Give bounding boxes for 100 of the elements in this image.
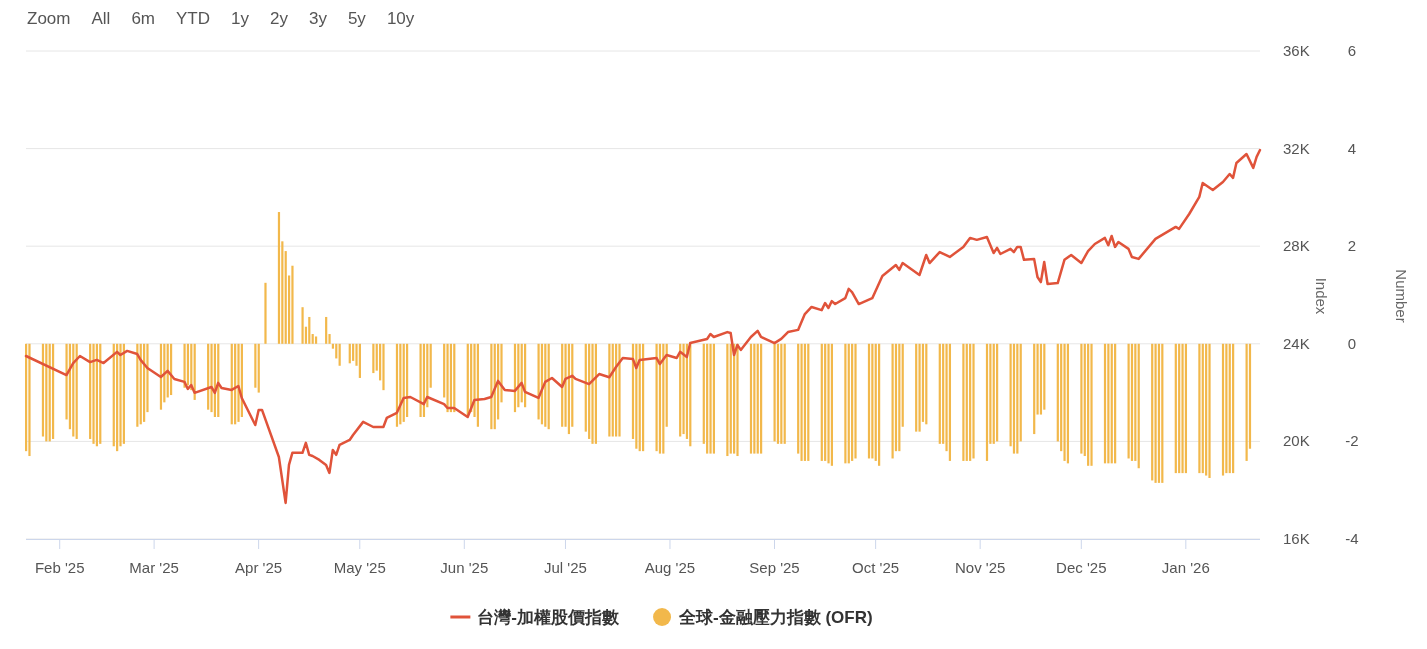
bar bbox=[729, 343, 732, 454]
bar bbox=[1228, 343, 1231, 474]
bar bbox=[1245, 343, 1248, 461]
bar bbox=[972, 343, 975, 459]
bar bbox=[311, 334, 314, 344]
bar bbox=[962, 343, 965, 461]
bar bbox=[800, 343, 803, 461]
bar bbox=[1184, 343, 1188, 474]
bar bbox=[867, 343, 871, 459]
bar bbox=[915, 343, 918, 432]
bar bbox=[1127, 343, 1130, 459]
bar bbox=[1066, 343, 1070, 464]
bar bbox=[325, 316, 328, 344]
x-tick-label: Feb '25 bbox=[34, 559, 85, 576]
bar bbox=[1181, 343, 1184, 474]
bar bbox=[1154, 343, 1157, 483]
bar bbox=[1114, 343, 1117, 464]
bar bbox=[709, 343, 712, 454]
bar bbox=[1063, 343, 1066, 461]
y-tick-label: 28K bbox=[1283, 237, 1310, 255]
bar bbox=[898, 343, 901, 452]
text: 10y bbox=[386, 9, 415, 28]
bar bbox=[1110, 343, 1113, 464]
text: Zoom bbox=[27, 9, 71, 28]
bar bbox=[1174, 343, 1177, 474]
x-tick-label: Oct '25 bbox=[852, 559, 900, 576]
bar bbox=[783, 343, 786, 444]
text: 6m bbox=[131, 9, 155, 28]
bar bbox=[1157, 343, 1161, 483]
bar bbox=[1033, 343, 1036, 435]
y-tick-label: 32K bbox=[1283, 139, 1310, 157]
y2-tick-label: 6 bbox=[1347, 42, 1357, 59]
text: All bbox=[91, 9, 111, 28]
bar bbox=[1130, 343, 1134, 461]
bar bbox=[1198, 343, 1201, 474]
x-tick-label: Sep '25 bbox=[749, 559, 800, 576]
x-tick-label: Jan '26 bbox=[1161, 559, 1210, 576]
x-tick-label: Apr '25 bbox=[235, 559, 283, 576]
bar bbox=[756, 343, 759, 454]
bar bbox=[1134, 343, 1137, 461]
bar bbox=[655, 343, 658, 452]
text: 5y bbox=[347, 9, 367, 28]
bar bbox=[844, 343, 847, 464]
bar bbox=[996, 343, 999, 442]
y2-tick-label: 2 bbox=[1347, 237, 1357, 255]
legend-label: 台灣-加權股價指數 bbox=[477, 608, 621, 627]
bar bbox=[301, 307, 304, 344]
bar bbox=[965, 343, 968, 461]
y-tick-label: 20K bbox=[1283, 432, 1310, 450]
bar bbox=[1090, 343, 1093, 466]
y-tick-label: 16K bbox=[1283, 530, 1310, 547]
bar bbox=[1016, 343, 1019, 454]
bar bbox=[753, 343, 756, 454]
bar bbox=[749, 343, 753, 454]
y-tick-label: 36K bbox=[1283, 42, 1310, 59]
bar bbox=[726, 343, 729, 457]
bar bbox=[277, 212, 281, 344]
bar bbox=[291, 265, 294, 344]
bar bbox=[969, 343, 972, 461]
bar bbox=[264, 282, 267, 344]
x-tick-label: Jul '25 bbox=[544, 559, 587, 576]
bar bbox=[1178, 343, 1181, 474]
bar bbox=[891, 343, 894, 459]
bar bbox=[1232, 343, 1235, 474]
bar bbox=[820, 343, 823, 461]
bar bbox=[254, 343, 257, 388]
bar bbox=[706, 343, 709, 454]
bar bbox=[851, 343, 854, 461]
bar bbox=[992, 343, 995, 444]
bar bbox=[1080, 343, 1083, 454]
bar bbox=[807, 343, 810, 461]
bar bbox=[1107, 343, 1110, 464]
x-tick-label: Nov '25 bbox=[954, 559, 1006, 576]
bar bbox=[985, 343, 989, 461]
bar bbox=[918, 343, 921, 432]
text: YTD bbox=[176, 9, 210, 28]
bar bbox=[827, 343, 830, 464]
bar bbox=[338, 343, 341, 366]
bar bbox=[257, 343, 260, 393]
bar bbox=[314, 336, 318, 344]
bar bbox=[1208, 343, 1211, 478]
y2-axis-title: Number bbox=[1393, 269, 1410, 323]
bar bbox=[1039, 343, 1043, 415]
bar bbox=[760, 343, 763, 454]
bar bbox=[780, 343, 783, 444]
bar bbox=[878, 343, 881, 466]
bar bbox=[948, 343, 952, 461]
legend-label: 全球-金融壓力指數 (OFR) bbox=[678, 608, 873, 627]
bar bbox=[382, 343, 385, 391]
y2-tick-label: 0 bbox=[1347, 334, 1357, 352]
bar bbox=[925, 343, 928, 425]
bar bbox=[429, 343, 432, 388]
bar bbox=[803, 343, 807, 461]
y2-tick-label: -2 bbox=[1345, 432, 1359, 450]
bar bbox=[28, 343, 31, 457]
bar bbox=[1019, 343, 1022, 442]
bar bbox=[358, 343, 361, 378]
bar bbox=[938, 343, 941, 444]
x-tick-label: Dec '25 bbox=[1056, 559, 1107, 576]
x-tick-label: Aug '25 bbox=[644, 559, 696, 576]
